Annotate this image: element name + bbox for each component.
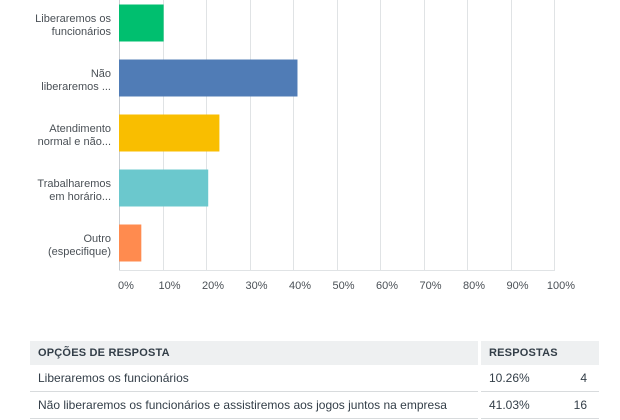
x-tick-label: 30%: [245, 280, 267, 292]
x-tick-label: 60%: [376, 280, 398, 292]
row-count: 16: [539, 391, 599, 419]
bar: [119, 59, 298, 97]
category-label-line: Trabalharemos: [37, 178, 111, 190]
bar-chart: Liberaremos os funcionários Não liberaremos…: [35, 0, 575, 292]
category-label-line: Outro: [83, 233, 111, 245]
table-row: Liberaremos os funcionários 10.26% 4: [30, 365, 599, 392]
x-tick-label: 100%: [547, 280, 575, 292]
x-tick-label: 10%: [158, 280, 180, 292]
x-tick-label: 70%: [419, 280, 441, 292]
category-label: Liberaremos os funcionários: [35, 13, 111, 38]
header-answer-options: OPÇÕES DE RESPOSTA: [30, 341, 481, 365]
responses-table: OPÇÕES DE RESPOSTA RESPOSTAS Liberaremos…: [30, 341, 599, 419]
x-tick-label: 90%: [506, 280, 528, 292]
x-tick-label: 0%: [118, 280, 134, 292]
category-label-line: Não: [91, 68, 111, 80]
x-tick-label: 40%: [289, 280, 311, 292]
category-label-line: liberaremos ...: [41, 81, 111, 93]
category-label: Outro (especifique): [48, 233, 111, 258]
bar: [119, 4, 164, 42]
row-option-label: Não liberaremos os funcionários e assist…: [30, 391, 481, 419]
category-label-line: Atendimento: [49, 123, 111, 135]
bar: [119, 224, 142, 262]
category-label: Trabalharemos em horário...: [37, 178, 111, 203]
table-row: Não liberaremos os funcionários e assist…: [30, 391, 599, 419]
x-tick-label: 20%: [202, 280, 224, 292]
category-label-line: Liberaremos os: [35, 13, 111, 25]
category-label-line: normal e não...: [38, 136, 111, 148]
bar: [119, 169, 209, 207]
category-label-line: (especifique): [48, 246, 111, 258]
category-label: Atendimento normal e não...: [38, 123, 111, 148]
row-option-label: Liberaremos os funcionários: [30, 365, 481, 392]
row-percent: 10.26%: [479, 365, 539, 392]
x-tick-label: 50%: [332, 280, 354, 292]
x-tick-label: 80%: [463, 280, 485, 292]
row-percent: 41.03%: [479, 391, 539, 419]
category-label-line: funcionários: [52, 26, 112, 38]
table-header-row: OPÇÕES DE RESPOSTA RESPOSTAS: [30, 341, 599, 365]
row-count: 4: [539, 365, 599, 392]
bar: [119, 114, 220, 152]
responses-table-container: OPÇÕES DE RESPOSTA RESPOSTAS Liberaremos…: [30, 341, 599, 419]
header-responses: RESPOSTAS: [479, 341, 599, 365]
category-label: Não liberaremos ...: [41, 68, 111, 93]
category-label-line: em horário...: [49, 191, 111, 203]
